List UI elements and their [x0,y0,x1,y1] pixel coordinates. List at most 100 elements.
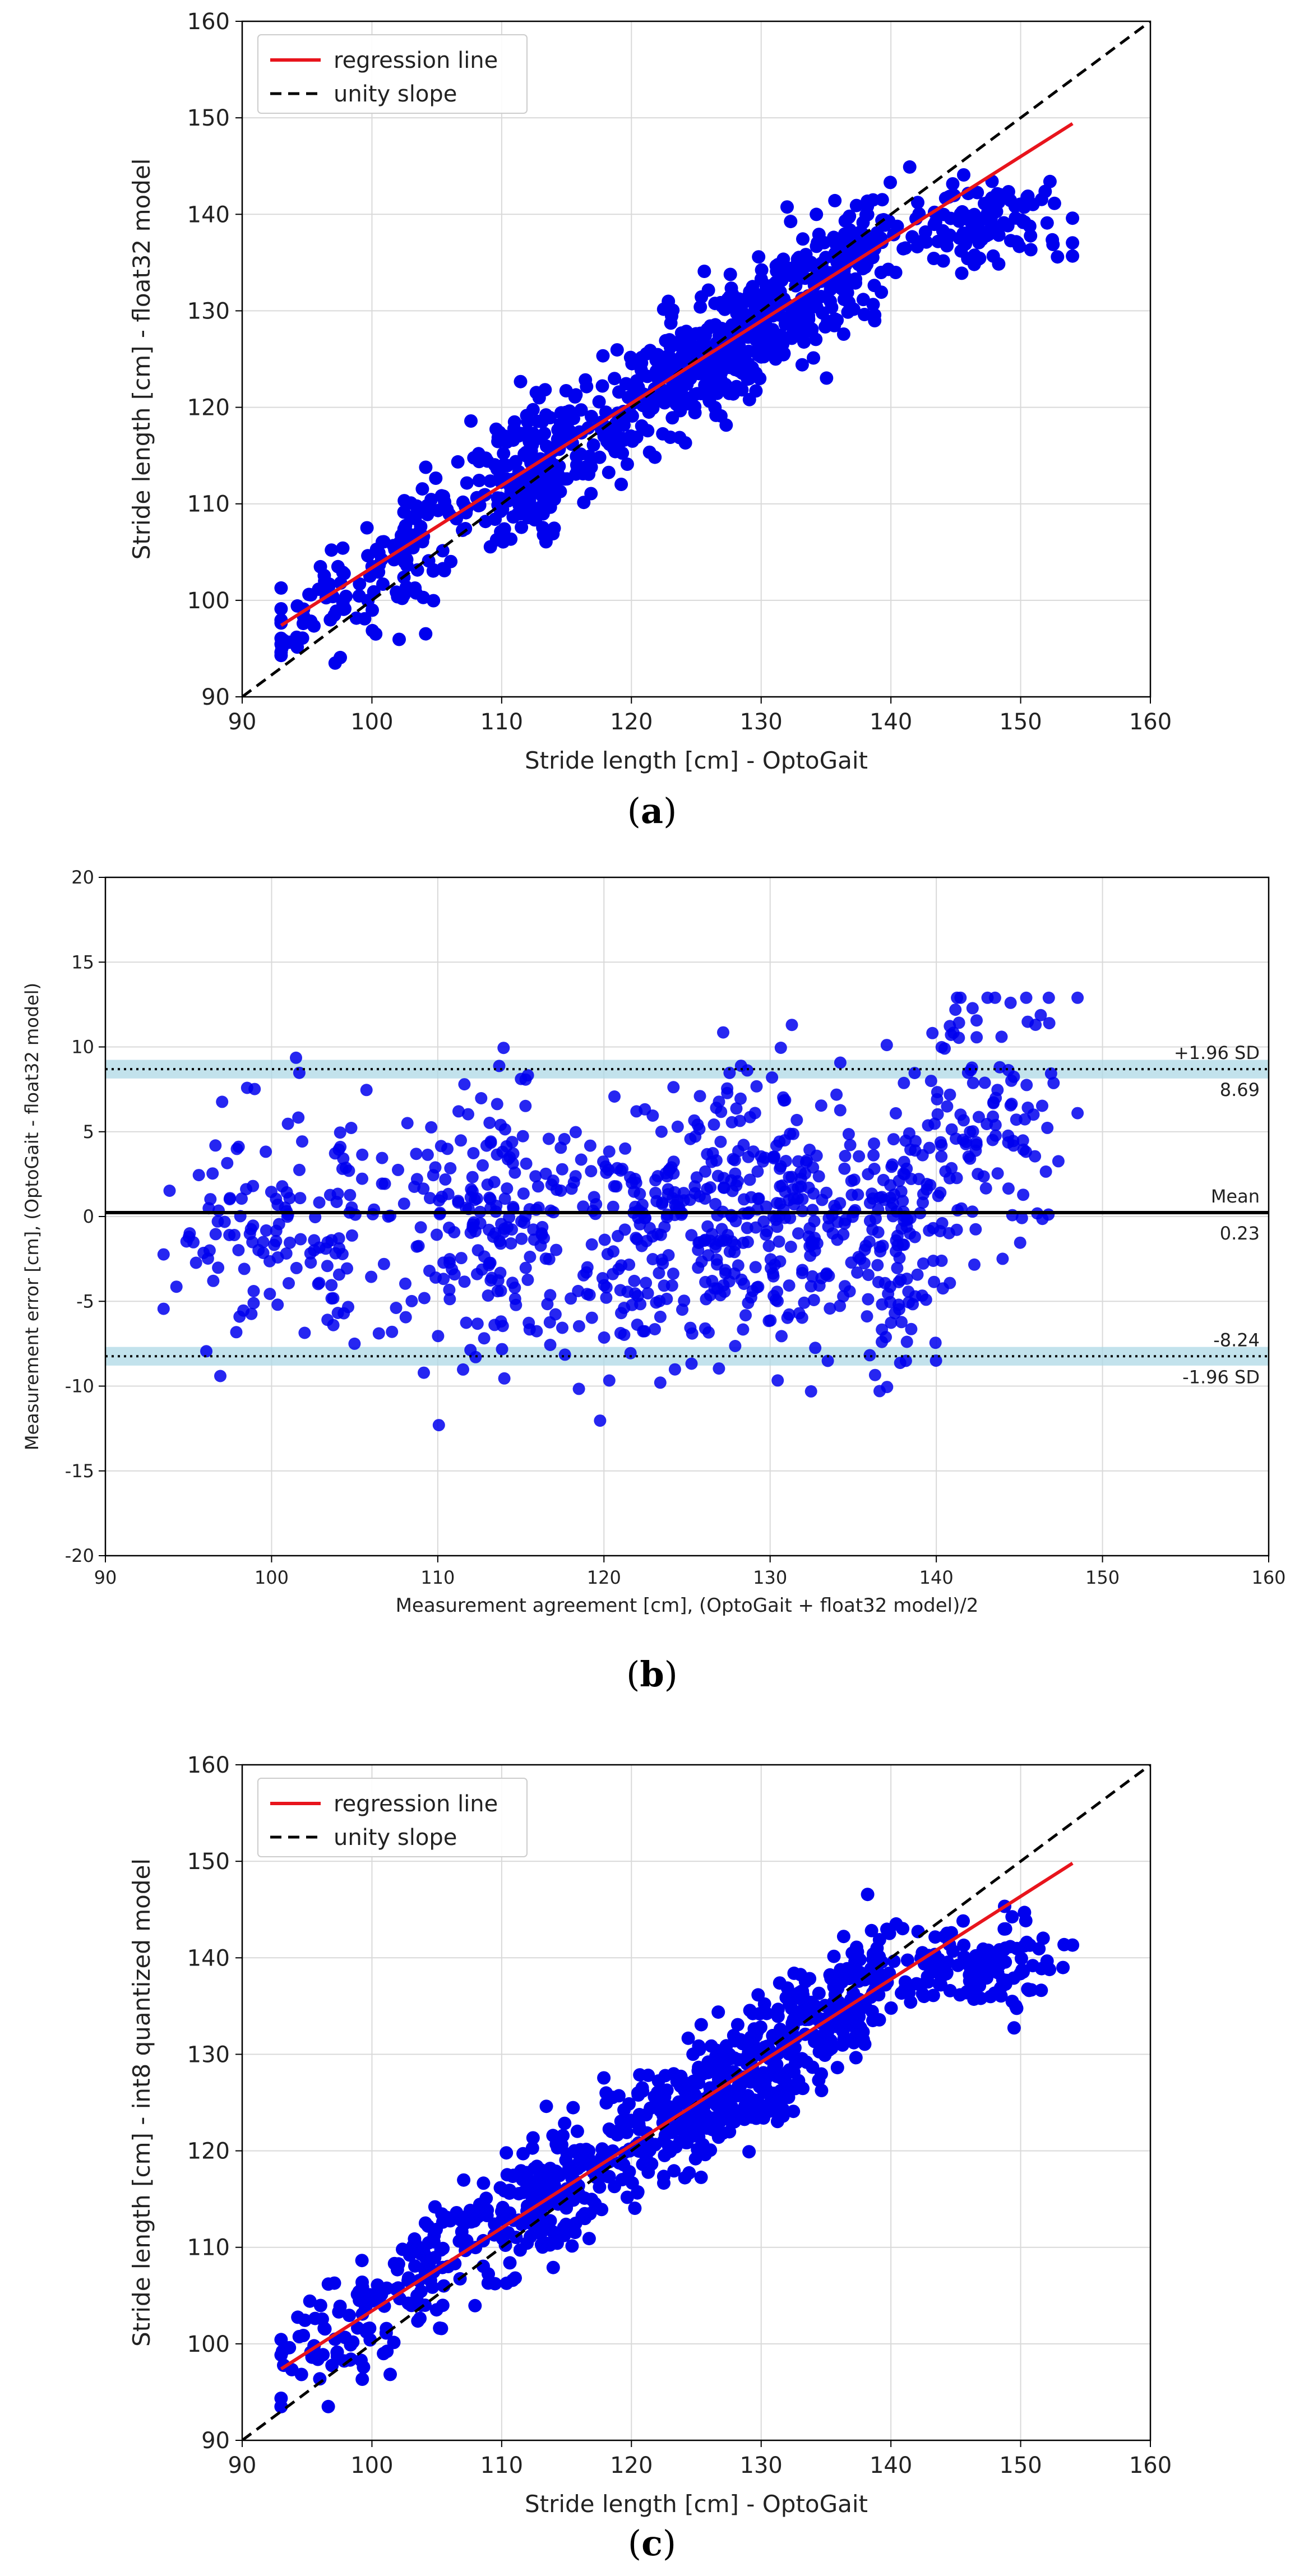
b-point [294,1192,307,1205]
c-point [566,2101,580,2115]
b-point [966,1002,979,1015]
a-point [546,527,560,541]
a-point [868,314,882,327]
b-point [806,1270,819,1283]
a-point [884,175,897,189]
b-point [749,1261,762,1274]
c-point [619,2125,633,2139]
a-point [1051,250,1065,264]
c-point [380,2344,394,2358]
b-point [334,1140,347,1153]
b-point [414,1221,427,1234]
b-point [494,1315,507,1328]
c-point [1057,1937,1071,1951]
b-point [170,1280,183,1293]
b-point [455,1134,467,1147]
a-xtick-label: 110 [480,709,523,735]
c-point [294,2367,308,2381]
a-point [377,535,391,549]
c-point [780,1981,794,1995]
a-point [955,266,969,280]
c-point [313,2298,327,2313]
b-point [189,1256,202,1269]
c-point [866,2014,880,2028]
b-point [399,1311,412,1324]
a-point [557,431,571,445]
a-point [514,427,528,441]
a-point [460,476,474,490]
b-point [978,1076,991,1089]
b-point [247,1297,260,1310]
b-point [905,1322,918,1335]
c-frame [241,1764,1152,2441]
b-point [607,1245,619,1258]
a-point [858,308,871,321]
b-point [232,1244,245,1256]
c-point [617,2103,631,2117]
b-point [421,1148,434,1161]
b-point [799,1167,812,1180]
a-point [399,519,413,533]
a-legend-box [257,34,528,114]
c-point [481,2276,495,2290]
b-point [970,1014,983,1027]
c-point [957,1938,971,1952]
b-point [771,1374,784,1387]
b-point [876,1323,889,1336]
a-points [274,160,1080,670]
a-xtick-label: 140 [870,709,912,735]
b-point [741,1064,753,1077]
b-point [549,1308,562,1321]
b-point [544,1289,557,1302]
b-point [1020,991,1033,1004]
b-point [207,1274,220,1287]
c-point [692,2076,706,2090]
a-point [360,521,374,535]
b-point [212,1261,225,1274]
b-point [773,1235,785,1248]
b-point [598,1331,611,1344]
b-point [372,1327,385,1340]
b-point [916,1149,929,1162]
b-point [935,1254,948,1267]
b-point [667,1268,679,1280]
b-point [418,1366,430,1379]
b-point [429,1271,442,1284]
a-point [427,594,441,608]
c-point [620,2190,634,2204]
c-point [739,2102,753,2116]
a-point [936,254,950,268]
b-point [650,1296,663,1309]
c-point [983,1962,997,1976]
a-point [497,457,511,471]
b-point [813,1279,826,1292]
b-point [775,1330,788,1343]
a-point [538,427,552,441]
b-point [464,1191,477,1204]
b-point [845,1256,858,1269]
panel-a-scatter: 90 100 110 120 130 140 150 160 90 100 110 120 130 140… [0,0,1304,841]
c-point [705,2122,719,2136]
a-point [807,351,820,365]
b-xtick-label: 120 [587,1567,621,1588]
a-point [793,320,807,334]
a-point [472,474,486,487]
b-point [842,1128,855,1140]
b-mean-value: 0.23 [1220,1223,1260,1244]
a-point [1023,219,1037,233]
c-point [944,1926,958,1940]
b-point [863,1349,876,1362]
a-point [586,438,600,452]
b-point [710,1102,723,1114]
c-point [900,1953,914,1967]
b-point [867,1149,880,1162]
b-point [452,1105,465,1118]
b-point [702,1249,715,1262]
c-point [597,2071,611,2085]
a-point [571,463,585,477]
c-point [464,2215,478,2229]
b-point [580,1266,593,1279]
b-point [608,1090,621,1103]
b-point [987,1097,1000,1109]
a-point [828,193,842,207]
